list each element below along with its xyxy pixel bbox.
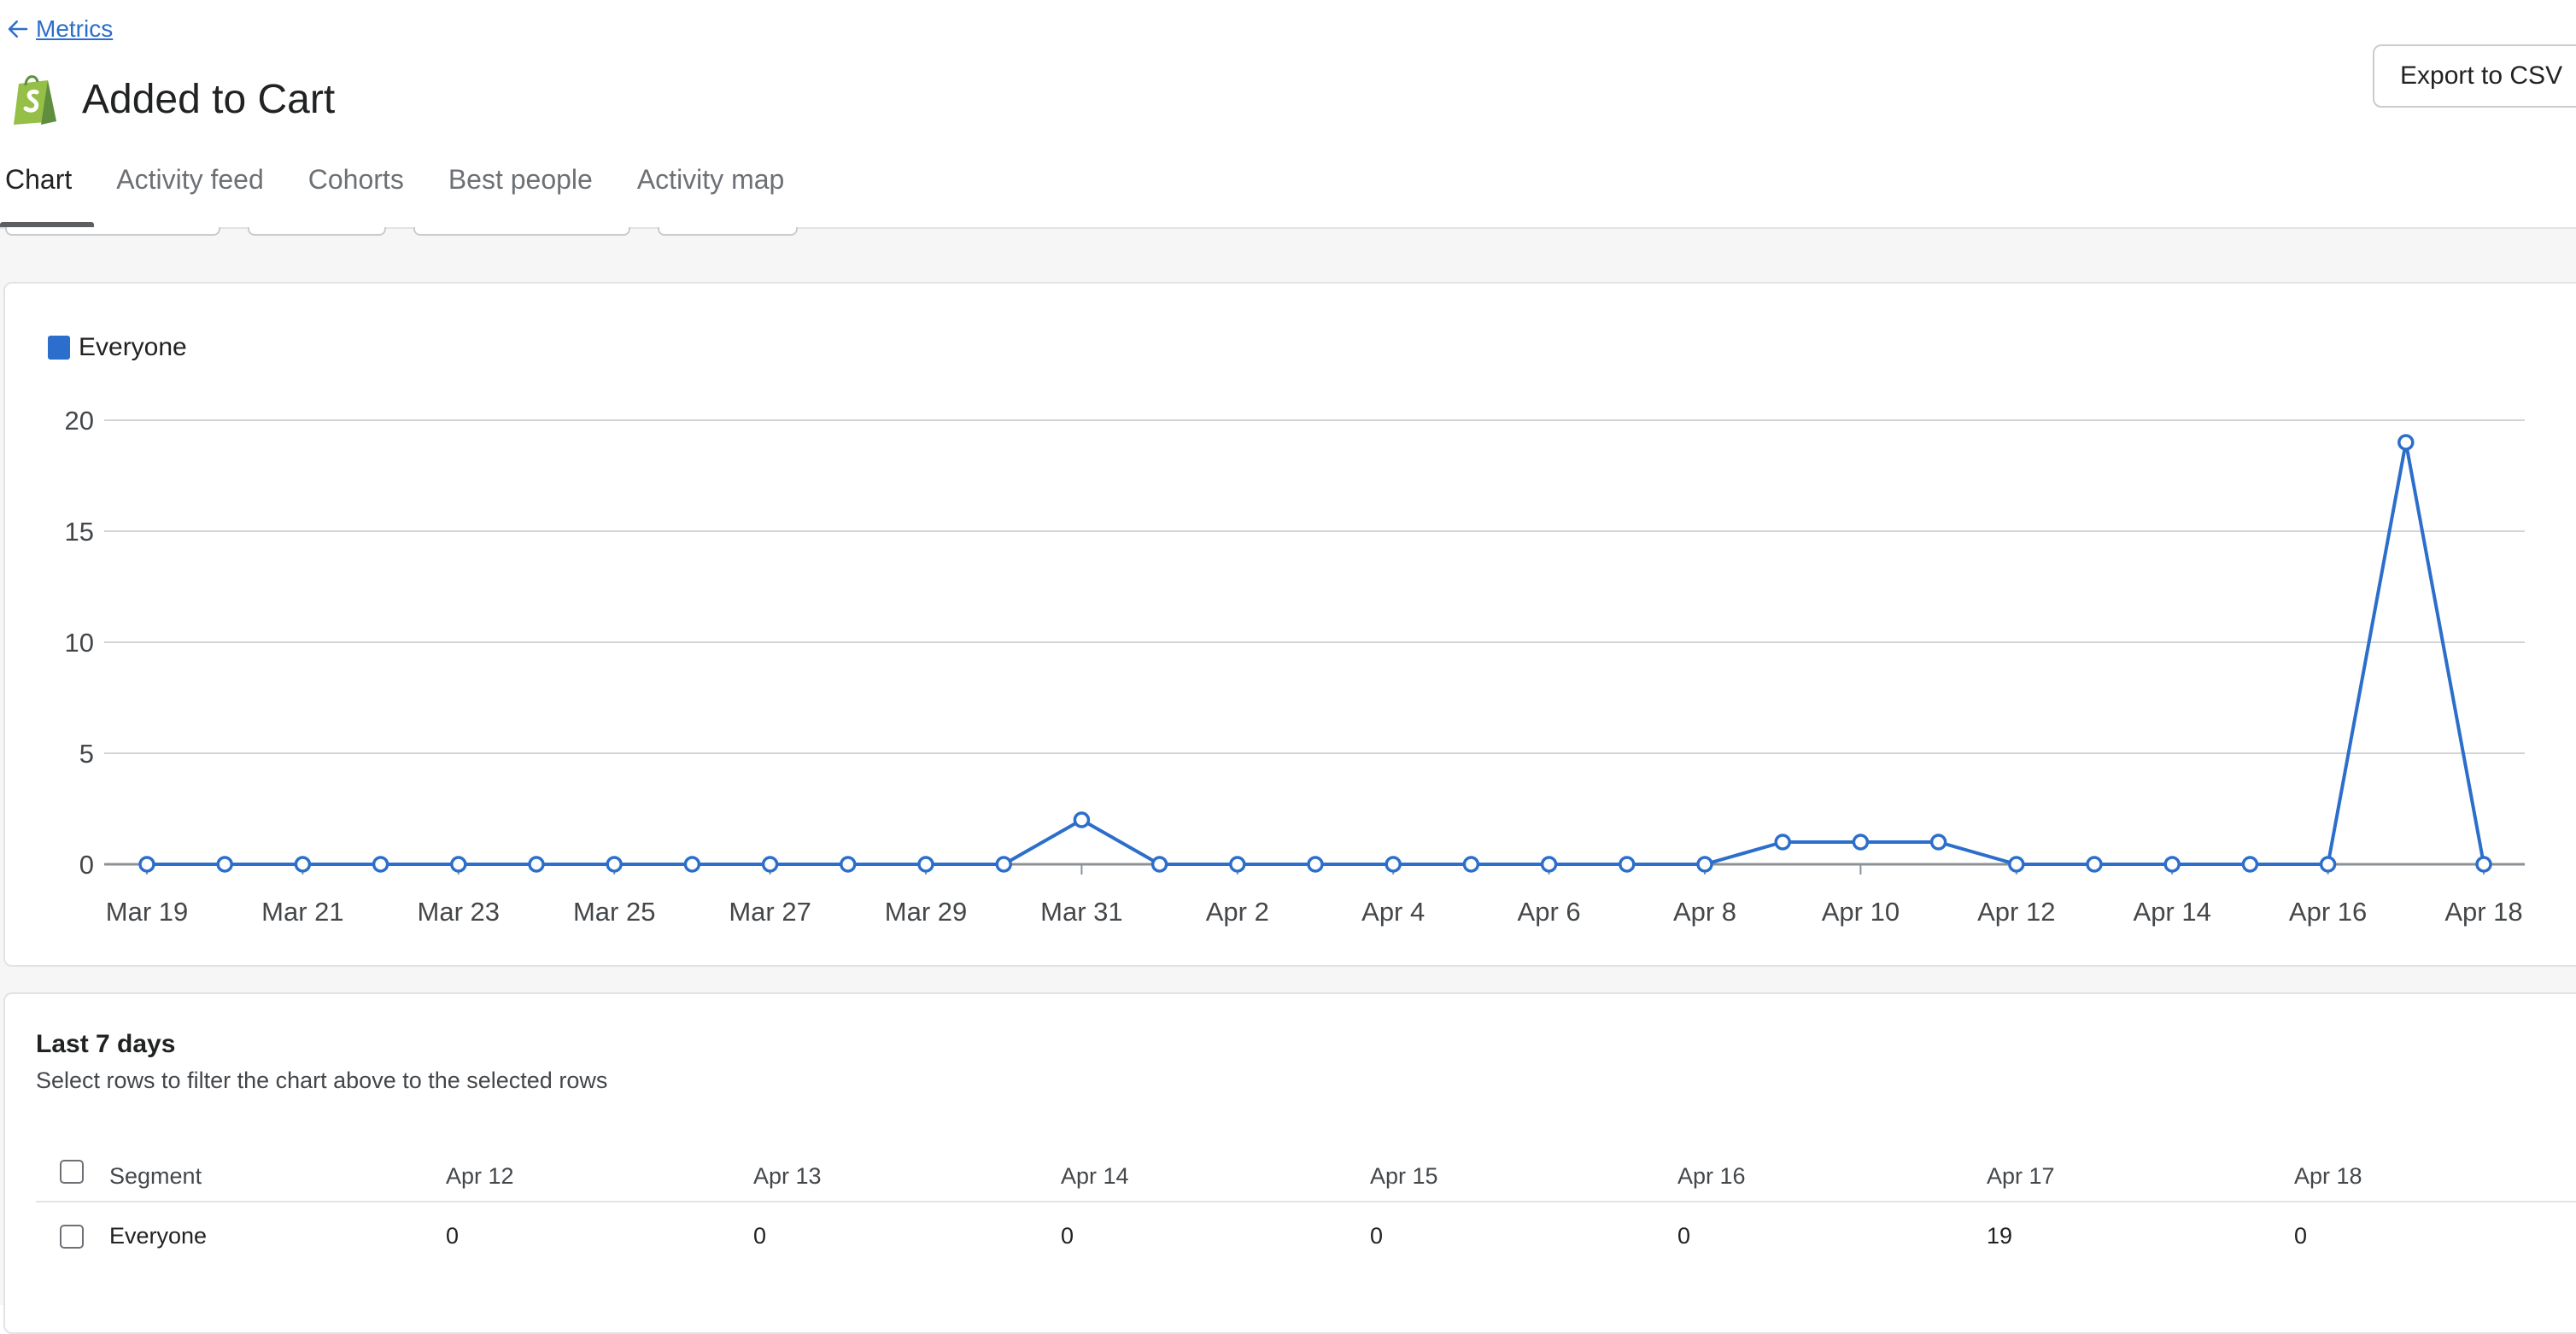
data-point xyxy=(2319,856,2337,873)
column-header: Apr 18 xyxy=(2294,1163,2362,1189)
column-header: Apr 13 xyxy=(753,1163,822,1189)
column-header: Apr 17 xyxy=(1987,1163,2055,1189)
x-tick-label: Apr 14 xyxy=(2134,897,2211,927)
table-card: Last 7 days Select rows to filter the ch… xyxy=(3,992,2576,1334)
page-title: Added to Cart xyxy=(82,76,336,122)
chart-card: Everyone 0 5 10 15 20 Mar 19 Mar 21 Mar 23 Mar 2… xyxy=(3,282,2576,967)
x-tick-label: Apr 2 xyxy=(1206,897,1269,927)
filter-button[interactable] xyxy=(413,227,630,236)
y-tick-label: 0 xyxy=(79,850,94,880)
data-point xyxy=(372,856,389,873)
tab-activity-feed[interactable]: Activity feed xyxy=(116,164,264,195)
data-point xyxy=(1852,834,1870,851)
y-tick-label: 20 xyxy=(65,406,94,436)
x-tick-label: Apr 18 xyxy=(2444,897,2522,927)
data-point xyxy=(450,856,467,873)
x-tick-label: Apr 8 xyxy=(1673,897,1736,927)
y-tick-label: 5 xyxy=(79,739,94,769)
x-tick-label: Apr 12 xyxy=(1977,897,2055,927)
legend-swatch xyxy=(48,336,70,360)
data-point xyxy=(2397,434,2415,451)
value-cell: 0 xyxy=(1061,1223,1074,1249)
x-tick-label: Apr 16 xyxy=(2289,897,2367,927)
column-header: Apr 16 xyxy=(1677,1163,1746,1189)
segment-cell: Everyone xyxy=(109,1223,208,1249)
value-cell: 0 xyxy=(446,1223,460,1249)
table-header: Segment Apr 12 Apr 13 Apr 14 Apr 15 Apr … xyxy=(36,1148,2576,1202)
value-cell: 0 xyxy=(1370,1223,1384,1249)
data-point xyxy=(2241,856,2259,873)
back-link-label: Metrics xyxy=(36,15,114,42)
value-cell: 0 xyxy=(753,1223,767,1249)
data-point xyxy=(1929,834,1947,851)
data-point xyxy=(2086,856,2103,873)
column-header: Apr 15 xyxy=(1370,1163,1438,1189)
filter-button[interactable] xyxy=(658,227,798,236)
tab-best-people[interactable]: Best people xyxy=(448,164,593,195)
x-tick-label: Mar 25 xyxy=(573,897,655,927)
line-chart: 0 5 10 15 20 Mar 19 Mar 21 Mar 23 Mar 25 Mar 27 Ma… xyxy=(65,406,2525,927)
data-point xyxy=(216,856,233,873)
x-tick-label: Apr 6 xyxy=(1518,897,1581,927)
data-point xyxy=(1073,811,1091,828)
row-checkbox[interactable] xyxy=(60,1225,84,1249)
data-point xyxy=(1385,856,1402,873)
tab-chart[interactable]: Chart xyxy=(0,159,95,227)
data-point xyxy=(761,856,779,873)
data-point xyxy=(1462,856,1480,873)
data-point xyxy=(683,856,701,873)
table-title: Last 7 days xyxy=(36,1030,176,1058)
data-point xyxy=(917,856,934,873)
data-point xyxy=(2475,856,2492,873)
column-header: Apr 12 xyxy=(446,1163,514,1189)
data-point xyxy=(294,856,312,873)
x-tick-label: Mar 29 xyxy=(885,897,967,927)
table-subtitle: Select rows to filter the chart above to… xyxy=(36,1068,608,1093)
select-all-checkbox[interactable] xyxy=(60,1160,84,1184)
data-point xyxy=(1696,856,1713,873)
data-point xyxy=(995,856,1012,873)
export-to-csv-button[interactable]: Export to CSV xyxy=(2373,44,2576,108)
data-point xyxy=(1774,834,1791,851)
column-header: Apr 14 xyxy=(1061,1163,1129,1189)
x-tick-label: Mar 27 xyxy=(729,897,811,927)
value-cell: 0 xyxy=(2294,1223,2308,1249)
value-cell: 0 xyxy=(1677,1223,1691,1249)
data-point xyxy=(1540,856,1558,873)
data-point xyxy=(138,856,155,873)
chart-legend[interactable]: Everyone xyxy=(48,333,187,362)
data-point xyxy=(606,856,623,873)
arrow-left-icon xyxy=(8,20,28,38)
tab-activity-map[interactable]: Activity map xyxy=(636,164,785,195)
data-point xyxy=(1150,856,1168,873)
tab-bar: Chart Activity feed Cohorts Best people … xyxy=(0,159,806,227)
data-point xyxy=(1307,856,1324,873)
shopify-bag-icon xyxy=(14,75,56,125)
x-tick-label: Mar 19 xyxy=(106,897,188,927)
column-header: Segment xyxy=(109,1163,202,1189)
tab-cohorts[interactable]: Cohorts xyxy=(307,164,404,195)
filter-button[interactable] xyxy=(248,227,386,236)
x-tick-label: Apr 10 xyxy=(1822,897,1900,927)
data-point xyxy=(840,856,857,873)
y-tick-label: 10 xyxy=(65,628,94,658)
data-point xyxy=(1619,856,1636,873)
table-row[interactable]: Everyone 0 0 0 0 0 19 0 xyxy=(36,1202,2576,1271)
legend-label: Everyone xyxy=(79,333,187,361)
data-point xyxy=(2008,856,2025,873)
y-tick-label: 15 xyxy=(65,517,94,547)
value-cell: 19 xyxy=(1987,1223,2013,1249)
series-line xyxy=(147,441,2485,866)
data-point xyxy=(2163,856,2181,873)
x-tick-label: Mar 21 xyxy=(261,897,343,927)
x-tick-label: Mar 31 xyxy=(1040,897,1122,927)
data-point xyxy=(1229,856,1246,873)
x-tick-label: Mar 23 xyxy=(418,897,500,927)
page-header: Added to Cart xyxy=(10,72,335,126)
x-tick-label: Apr 4 xyxy=(1361,897,1425,927)
back-to-metrics-link[interactable]: Metrics xyxy=(5,15,113,43)
data-point xyxy=(528,856,545,873)
filter-button[interactable] xyxy=(5,227,220,236)
